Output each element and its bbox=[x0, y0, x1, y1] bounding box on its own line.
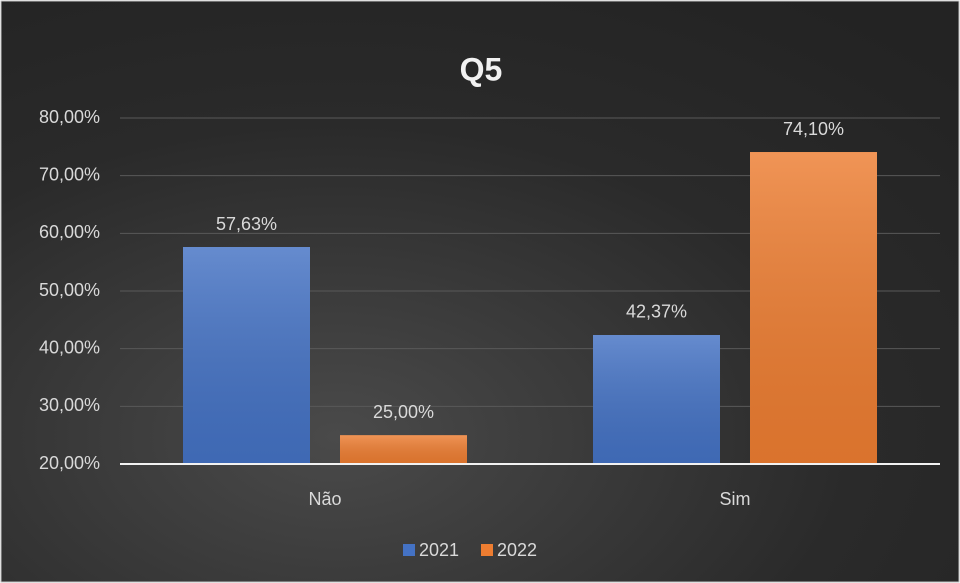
data-label: 25,00% bbox=[373, 402, 434, 422]
bar-shine bbox=[183, 247, 310, 464]
legend-label: 2022 bbox=[497, 540, 537, 560]
bar-shine bbox=[593, 334, 720, 464]
bar-shine bbox=[340, 435, 467, 464]
legend-swatch bbox=[481, 544, 493, 556]
legend-label: 2021 bbox=[419, 540, 459, 560]
data-label: 42,37% bbox=[626, 302, 687, 322]
y-tick-label: 20,00% bbox=[39, 453, 100, 473]
chart-title: Q5 bbox=[460, 51, 503, 87]
y-tick-label: 60,00% bbox=[39, 222, 100, 242]
y-tick-label: 70,00% bbox=[39, 164, 100, 184]
data-label: 74,10% bbox=[783, 119, 844, 139]
y-tick-label: 50,00% bbox=[39, 280, 100, 300]
y-tick-label: 30,00% bbox=[39, 395, 100, 415]
x-tick-label: Sim bbox=[720, 489, 751, 509]
y-tick-label: 80,00% bbox=[39, 107, 100, 127]
legend-swatch bbox=[403, 544, 415, 556]
data-label: 57,63% bbox=[216, 214, 277, 234]
x-tick-label: Não bbox=[308, 489, 341, 509]
y-tick-label: 40,00% bbox=[39, 337, 100, 357]
bar-shine bbox=[750, 152, 877, 465]
